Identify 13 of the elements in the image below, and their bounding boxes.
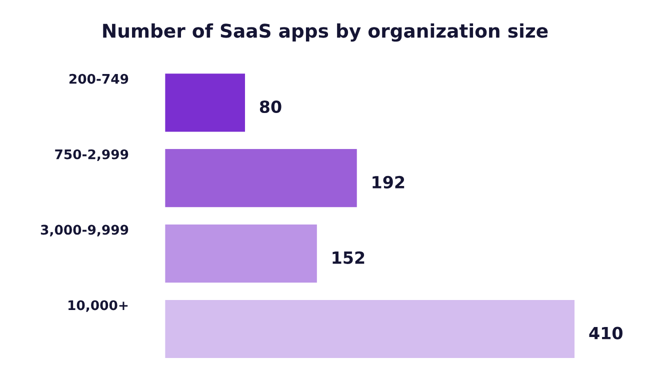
data-label: 192 <box>372 176 404 188</box>
chart-title: Number of SaaS apps by organization size <box>103 23 548 42</box>
y-tick-label: 10,000+ <box>68 300 128 312</box>
data-label: 80 <box>260 100 282 114</box>
y-tick-label: 750-2,999 <box>55 149 128 161</box>
data-label: 410 <box>589 326 622 340</box>
bar <box>165 74 245 132</box>
data-label: 152 <box>332 251 364 264</box>
bar <box>165 149 357 208</box>
bar <box>165 300 575 358</box>
y-tick-label: 200-749 <box>69 74 128 84</box>
bar <box>165 224 317 283</box>
y-tick-label: 3,000-9,999 <box>40 224 128 236</box>
